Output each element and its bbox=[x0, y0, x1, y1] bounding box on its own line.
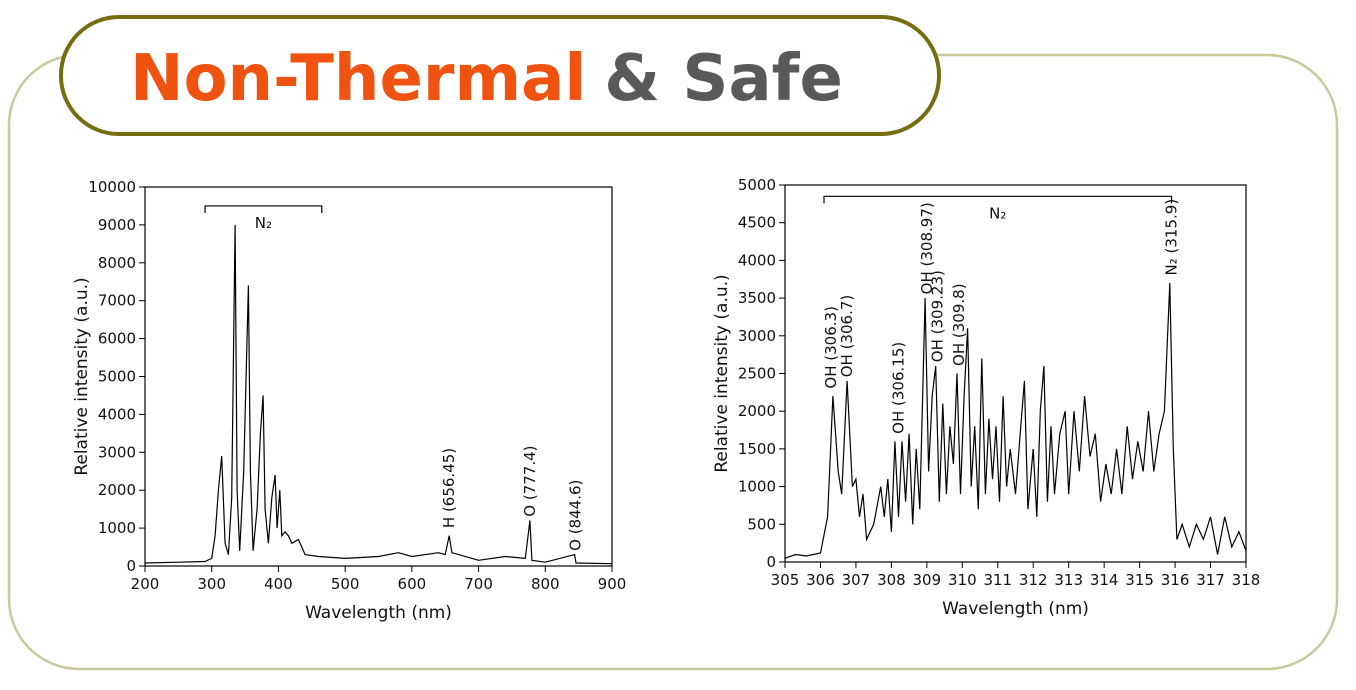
x-tick-label: 305 bbox=[771, 571, 800, 589]
y-tick-label: 2000 bbox=[98, 481, 136, 499]
x-tick-label: 200 bbox=[131, 575, 160, 593]
peak-annotation: N₂ (315.9) bbox=[1163, 199, 1181, 276]
x-tick-label: 313 bbox=[1054, 571, 1083, 589]
x-tick-label: 316 bbox=[1161, 571, 1190, 589]
x-tick-label: 314 bbox=[1090, 571, 1119, 589]
y-tick-label: 3000 bbox=[98, 443, 136, 461]
x-tick-label: 900 bbox=[598, 575, 627, 593]
peak-annotation: OH (306.15) bbox=[889, 342, 907, 434]
y-tick-label: 9000 bbox=[98, 216, 136, 234]
x-tick-label: 700 bbox=[464, 575, 493, 593]
peak-annotation: O (844.6) bbox=[566, 480, 584, 551]
spectrum-line bbox=[144, 224, 613, 565]
y-tick-label: 1000 bbox=[738, 478, 776, 496]
y-tick-label: 4000 bbox=[738, 251, 776, 269]
bracket bbox=[204, 205, 323, 213]
y-tick-label: 10000 bbox=[88, 178, 136, 196]
y-tick-label: 3000 bbox=[738, 327, 776, 345]
y-tick-label: 4000 bbox=[98, 405, 136, 423]
y-tick-label: 1000 bbox=[98, 519, 136, 537]
peak-annotation: OH (309.8) bbox=[950, 283, 968, 366]
y-tick-label: 5000 bbox=[98, 368, 136, 386]
peak-annotation: OH (306.7) bbox=[838, 295, 856, 378]
y-tick-label: 5000 bbox=[738, 176, 776, 194]
x-tick-label: 317 bbox=[1196, 571, 1225, 589]
y-tick-label: 2500 bbox=[738, 365, 776, 383]
title-rest: & Safe bbox=[604, 42, 843, 116]
x-tick-label: 800 bbox=[531, 575, 560, 593]
y-tick-label: 4500 bbox=[738, 214, 776, 232]
x-axis-label: Wavelength (nm) bbox=[305, 603, 452, 623]
y-tick-label: 2000 bbox=[738, 402, 776, 420]
y-tick-label: 0 bbox=[766, 553, 776, 571]
x-tick-label: 600 bbox=[398, 575, 427, 593]
x-tick-label: 310 bbox=[948, 571, 977, 589]
x-tick-label: 318 bbox=[1232, 571, 1261, 589]
peak-annotation: O (777.4) bbox=[521, 445, 539, 516]
spectrum-line bbox=[784, 282, 1247, 559]
x-tick-label: 306 bbox=[806, 571, 835, 589]
x-tick-label: 312 bbox=[1019, 571, 1048, 589]
title-pill bbox=[59, 15, 941, 136]
x-tick-label: 307 bbox=[842, 571, 871, 589]
y-tick-label: 7000 bbox=[98, 292, 136, 310]
x-tick-label: 309 bbox=[913, 571, 942, 589]
x-tick-label: 315 bbox=[1125, 571, 1154, 589]
y-tick-label: 6000 bbox=[98, 330, 136, 348]
title: Non-Thermal & Safe bbox=[130, 42, 843, 116]
x-tick-label: 308 bbox=[877, 571, 906, 589]
y-tick-label: 500 bbox=[747, 515, 776, 533]
y-tick-label: 3500 bbox=[738, 289, 776, 307]
peak-annotation: OH (308.97) bbox=[918, 202, 936, 294]
bracket bbox=[823, 195, 1173, 204]
y-tick-label: 0 bbox=[126, 557, 136, 575]
peak-annotation: OH (306.3) bbox=[822, 306, 840, 389]
peak-annotation: OH (309.23) bbox=[928, 270, 946, 362]
x-tick-label: 400 bbox=[264, 575, 293, 593]
y-tick-label: 1500 bbox=[738, 440, 776, 458]
bracket-label: N₂ bbox=[255, 214, 272, 232]
x-tick-label: 300 bbox=[197, 575, 226, 593]
y-axis-label: Relative intensity (a.u.) bbox=[712, 274, 732, 472]
x-tick-label: 311 bbox=[983, 571, 1012, 589]
x-axis-label: Wavelength (nm) bbox=[942, 599, 1089, 619]
y-tick-label: 8000 bbox=[98, 254, 136, 272]
peak-annotation: H (656.45) bbox=[440, 448, 458, 528]
y-axis-label: Relative intensity (a.u.) bbox=[72, 277, 92, 475]
x-tick-label: 500 bbox=[331, 575, 360, 593]
bracket-label: N₂ bbox=[989, 204, 1006, 222]
title-highlight: Non-Thermal bbox=[130, 42, 586, 116]
